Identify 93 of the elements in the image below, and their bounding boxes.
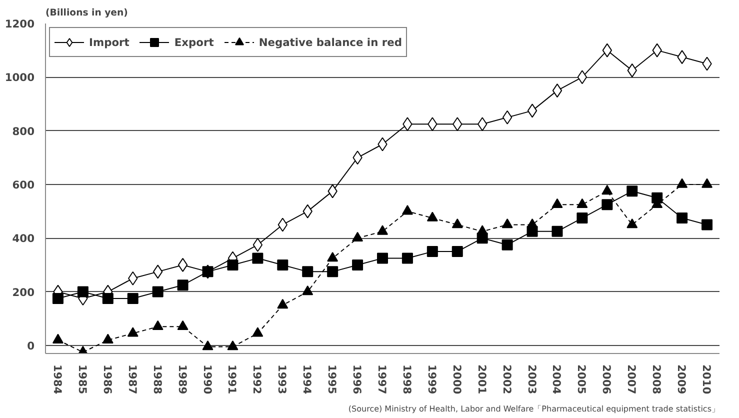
x-tick-label: 1986: [100, 364, 114, 394]
point: [602, 184, 613, 195]
x-tick-label: 1995: [326, 364, 339, 394]
point: [52, 334, 64, 344]
x-tick-label: 2005: [575, 364, 588, 394]
point: [452, 218, 463, 228]
point: [252, 238, 263, 252]
point: [152, 320, 164, 330]
x-tick-label: 2001: [475, 364, 488, 394]
y-tick-label: 1000: [4, 71, 35, 84]
x-tick-label: 1994: [300, 364, 314, 394]
x-tick-label: 1991: [226, 364, 239, 394]
y-axis-title: (Billions in yen): [46, 8, 128, 18]
point: [502, 218, 513, 228]
point: [452, 246, 463, 258]
y-tick-label: 1200: [4, 18, 35, 30]
point: [178, 258, 188, 272]
point: [402, 252, 413, 264]
y-tick-label: 400: [12, 232, 35, 246]
point: [302, 266, 314, 278]
point: [702, 178, 713, 188]
x-tick-label: 1993: [276, 364, 289, 394]
point: [426, 246, 438, 258]
x-tick-label: 1997: [376, 364, 388, 394]
point: [77, 286, 88, 298]
y-tick-label: 600: [12, 178, 35, 192]
point: [227, 259, 238, 270]
point: [177, 320, 188, 330]
point: [402, 205, 413, 215]
point: [327, 266, 338, 278]
point: [127, 327, 138, 337]
point: [302, 286, 314, 296]
x-tick-label: 2007: [625, 364, 638, 394]
point: [102, 334, 114, 344]
point: [102, 293, 114, 304]
point: [552, 198, 563, 208]
point: [152, 286, 164, 298]
point: [527, 104, 538, 118]
point: [526, 218, 538, 228]
x-tick-label: 2006: [600, 364, 614, 394]
point: [227, 340, 238, 350]
x-tick-label: 2008: [650, 364, 664, 394]
point: [252, 252, 264, 264]
x-tick-label: 1988: [150, 364, 164, 394]
x-tick-label: 1987: [126, 364, 139, 394]
point: [602, 199, 613, 210]
point: [352, 259, 364, 270]
legend-label: Import: [89, 36, 130, 48]
point: [502, 110, 512, 124]
x-tick-label: 2009: [675, 364, 688, 394]
point: [52, 293, 64, 304]
point: [377, 225, 388, 235]
y-tick-label: 800: [12, 124, 35, 138]
point: [476, 225, 488, 235]
x-tick-label: 2000: [450, 364, 464, 394]
point: [127, 293, 138, 304]
x-tick-label: 2004: [550, 364, 564, 394]
legend-label: Negative balance in red: [258, 36, 402, 48]
text: (Source) Ministry of Health, Labor and Welfare「Pharmaceutical equipment trade statistics」: [348, 404, 720, 414]
x-tick-label: 1985: [76, 364, 89, 394]
point: [626, 218, 638, 228]
point: [426, 212, 438, 222]
point: [702, 219, 713, 230]
x-tick-label: 1984: [50, 364, 64, 394]
legend-label: Export: [174, 36, 214, 48]
x-tick-label: 2002: [500, 364, 514, 394]
point: [577, 70, 588, 84]
point: [676, 212, 688, 224]
point: [576, 212, 588, 224]
point: [327, 252, 338, 262]
point: [277, 259, 288, 270]
x-tick-label: 2010: [700, 364, 714, 394]
point: [576, 198, 588, 208]
x-tick-label: 1992: [250, 364, 264, 394]
point: [552, 84, 562, 98]
point: [277, 298, 288, 309]
x-tick-label: 1999: [425, 364, 438, 394]
x-tick-label: 1990: [200, 364, 214, 394]
point: [352, 232, 364, 242]
point: [552, 226, 563, 237]
y-tick-label: 0: [27, 339, 35, 352]
point: [502, 239, 513, 250]
point: [202, 340, 214, 350]
x-tick-label: 1996: [350, 364, 364, 394]
point: [676, 178, 688, 188]
x-tick-label: 1998: [400, 364, 414, 394]
x-tick-label: 2003: [525, 364, 538, 394]
point: [252, 327, 264, 337]
y-tick-label: 200: [12, 286, 35, 299]
x-tick-label: 1989: [176, 364, 189, 394]
point: [377, 252, 388, 264]
point: [626, 186, 638, 197]
point: [177, 280, 188, 291]
